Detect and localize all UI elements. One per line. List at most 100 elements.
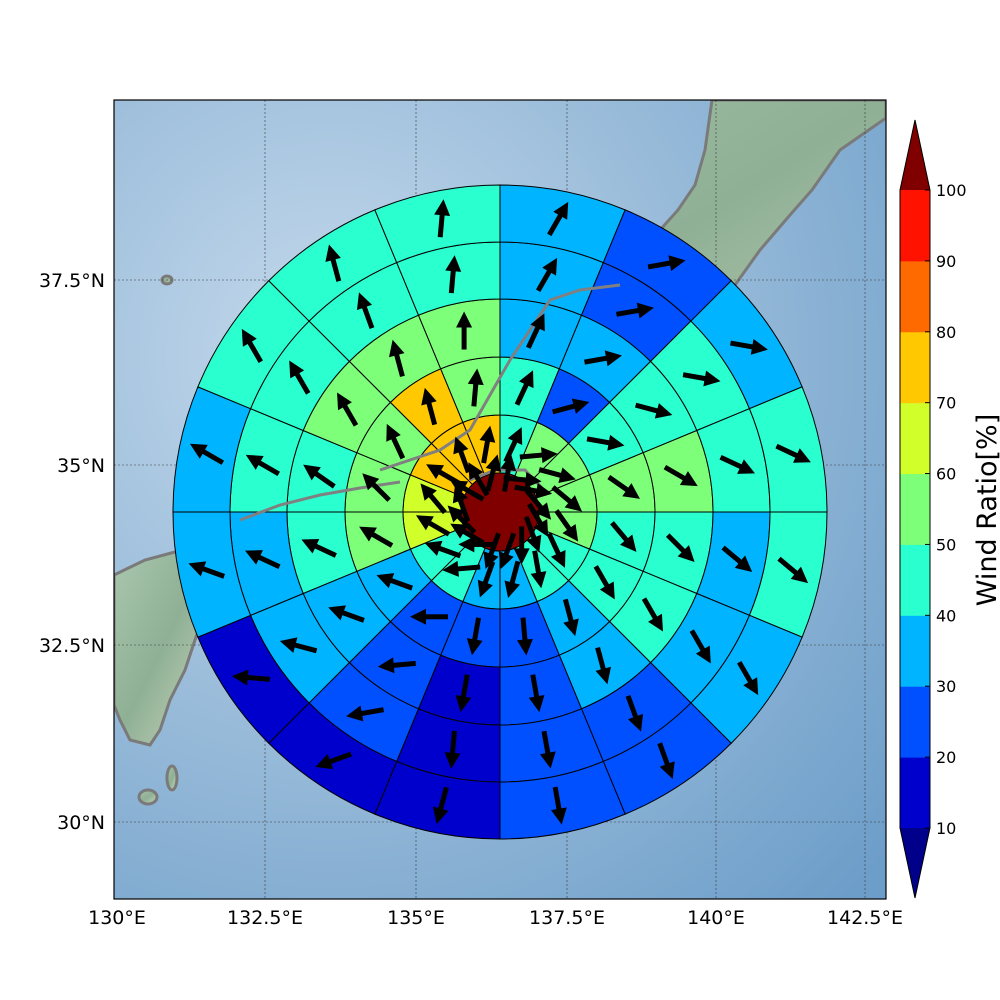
wind-arrow (241, 328, 263, 364)
wind-arrow (607, 475, 640, 499)
wind-arrow (503, 471, 542, 488)
wind-arrow (554, 509, 579, 542)
wind-arrow (424, 540, 462, 559)
wind-arrow (356, 292, 375, 329)
colorbar-tick-label: 20 (936, 748, 956, 767)
colorbar-tick-label: 60 (936, 465, 956, 484)
wind-arrow (551, 786, 567, 825)
y-tick-label: 30°N (57, 812, 105, 834)
colorbar-segment (900, 402, 930, 475)
wind-arrow (444, 730, 461, 769)
wind-arrow (409, 608, 448, 625)
wind-ratio-sectors (172, 184, 828, 840)
wind-arrow (466, 617, 483, 656)
small-island (137, 788, 159, 806)
small-island (165, 764, 179, 792)
wind-arrow (593, 565, 615, 600)
colorbar-over-extension (900, 120, 930, 190)
wind-arrow (245, 550, 281, 569)
wind-arrow (434, 199, 451, 238)
wind-arrow (551, 485, 583, 512)
wind-arrow (689, 629, 711, 664)
colorbar-tick-label: 40 (936, 606, 956, 625)
colorbar-tick-label: 30 (936, 677, 956, 696)
x-tick-label: 130°E (88, 907, 146, 929)
wind-arrow (386, 423, 406, 460)
wind-arrow (663, 464, 698, 487)
wind-arrow (546, 532, 566, 568)
wind-arrow (376, 573, 414, 591)
wind-arrow (527, 502, 549, 537)
wind-arrow (389, 339, 405, 378)
x-tick-label: 132.5°E (227, 907, 303, 929)
wind-arrow (325, 244, 342, 282)
wind-arrow (485, 454, 502, 492)
x-tick-label: 140°E (687, 907, 745, 929)
wind-arrow (315, 751, 352, 770)
colorbar-segment (900, 615, 930, 687)
wind-arrow (477, 560, 496, 598)
x-axis-labels: 130°E 132.5°E 135°E 137.5°E 140°E 142.5°… (88, 907, 903, 929)
colorbar-segment (900, 331, 930, 404)
colorbar-segment (900, 190, 930, 262)
wind-arrow (634, 402, 673, 419)
wind-arrow (519, 447, 558, 464)
colorbar-tick-label: 90 (936, 252, 956, 271)
wind-arrow (337, 392, 359, 427)
x-tick-label: 142.5°E (827, 907, 903, 929)
wind-arrow (513, 526, 530, 565)
colorbar-segment (900, 686, 930, 758)
wind-direction-arrows (188, 199, 811, 825)
wind-arrow (730, 338, 768, 355)
wind-arrow (719, 455, 755, 474)
wind-arrow (526, 313, 545, 349)
y-axis-labels: 37.5°N 35°N 32.5°N 30°N (39, 270, 105, 834)
colorbar-segment (900, 260, 930, 333)
wind-arrow (504, 560, 521, 599)
y-tick-label: 32.5°N (39, 635, 105, 657)
wind-arrow (523, 515, 542, 553)
wind-arrow (346, 705, 384, 722)
colorbar: 10 20 30 40 50 60 70 80 90 100 (899, 119, 967, 899)
wind-arrow (467, 368, 484, 407)
colorbar-tick-label: 50 (936, 535, 956, 554)
wind-arrow (625, 695, 644, 732)
wind-arrow (189, 443, 225, 465)
wind-arrow (647, 255, 686, 271)
wind-arrow (551, 398, 590, 415)
wind-arrow (445, 255, 462, 294)
wind-arrow (737, 660, 759, 696)
wind-arrow (377, 657, 416, 674)
colorbar-tick-label: 70 (936, 394, 956, 413)
wind-arrow (420, 483, 447, 515)
wind-arrow (450, 523, 485, 545)
wind-arrow (682, 370, 721, 387)
colorbar-under-extension (900, 828, 930, 898)
wind-arrow (528, 674, 545, 713)
wind-arrow (665, 533, 695, 563)
wind-arrow (359, 526, 394, 548)
wind-arrow (456, 311, 473, 350)
wind-arrow (516, 617, 533, 656)
colorbar-tick-label: 10 (936, 819, 956, 838)
wind-arrow (610, 521, 637, 552)
wind-arrow (289, 360, 311, 395)
wind-arrow (479, 425, 496, 464)
wind-arrow (303, 464, 336, 489)
wind-arrow (498, 532, 517, 570)
wind-arrow (777, 556, 809, 584)
wind-sector-cell (374, 184, 501, 264)
wind-arrow (616, 302, 654, 319)
colorbar-title: Wind Ratio[%] (972, 414, 1000, 606)
wind-arrow (562, 598, 579, 637)
wind-arrow (539, 730, 556, 769)
wind-arrow (433, 786, 449, 825)
wind-arrow (328, 605, 365, 623)
wind-arrow (231, 669, 270, 686)
wind-arrow (721, 545, 753, 572)
x-tick-label: 135°E (387, 907, 445, 929)
wind-arrow (245, 454, 280, 477)
map-frame (114, 100, 886, 899)
wind-arrow (657, 742, 675, 779)
